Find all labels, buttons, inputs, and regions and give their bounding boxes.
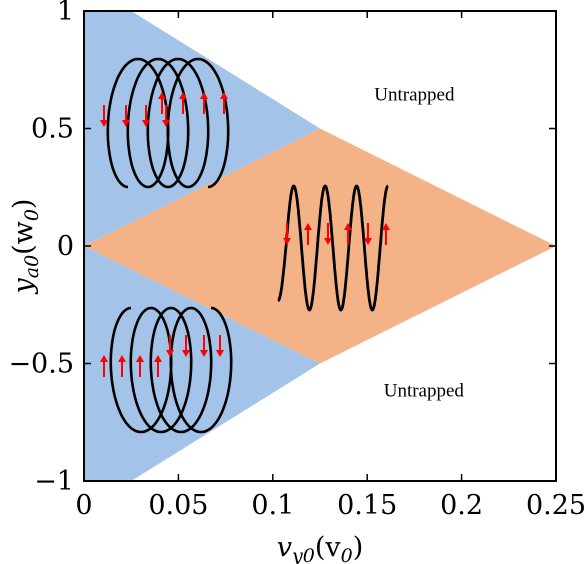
x-tick-label: 0.1 xyxy=(251,490,294,521)
y-tick-label: 0.5 xyxy=(31,114,74,145)
oscillating-trajectory xyxy=(277,184,389,312)
y-tick-label: −1 xyxy=(34,466,74,497)
y-axis-label: ya0(w0) xyxy=(8,199,43,295)
trajectory-arrow xyxy=(136,355,144,377)
trajectory-arrow xyxy=(324,223,332,245)
trajectory-arrow xyxy=(100,355,108,377)
trajectory-inset-lower xyxy=(100,306,233,434)
trajectory-arrow xyxy=(166,335,174,357)
annotation-untrapped-upper: Untrapped xyxy=(374,84,455,105)
trajectory-arrow xyxy=(122,105,130,127)
trajectory-arrow xyxy=(382,223,390,245)
region-lower-blue xyxy=(84,246,320,481)
y-tick-label: 0 xyxy=(57,231,74,262)
trajectory-arrow xyxy=(304,223,312,245)
annotation-untrapped-lower: Untrapped xyxy=(384,380,465,401)
region-layer xyxy=(84,11,556,481)
trajectory-inset-middle xyxy=(277,184,390,312)
trajectory-arrow xyxy=(344,223,352,245)
trajectory-arrow xyxy=(216,335,224,357)
trajectory-inset-upper xyxy=(100,57,230,189)
trajectory-arrow xyxy=(162,105,170,127)
x-tick-label: 0 xyxy=(75,490,92,521)
helical-trajectory xyxy=(109,306,233,434)
tick-layer: 0 0.05 0.1 0.15 0.2 0.25 1 0.5 0 −0.5 −1 xyxy=(8,0,586,521)
trajectory-arrow xyxy=(220,92,228,114)
trajectory-arrow xyxy=(283,223,291,245)
x-axis-label: vy0(v0) xyxy=(277,532,364,564)
trajectory-arrow xyxy=(200,335,208,357)
trajectory-arrow xyxy=(364,223,372,245)
y-tick-label: 1 xyxy=(57,0,74,27)
trajectory-arrow xyxy=(154,355,162,377)
x-tick-label: 0.25 xyxy=(526,490,586,521)
x-tick-label: 0.15 xyxy=(337,490,397,521)
trajectory-arrow xyxy=(158,92,166,114)
trajectory-arrow xyxy=(118,355,126,377)
trajectory-arrow xyxy=(200,92,208,114)
trajectory-arrow xyxy=(179,92,187,114)
y-tick-label: −0.5 xyxy=(8,349,74,380)
trajectory-arrow xyxy=(182,335,190,357)
x-tick-label: 0.2 xyxy=(440,490,483,521)
region-middle-orange xyxy=(84,128,556,364)
trajectory-arrow xyxy=(142,105,150,127)
trajectory-arrow xyxy=(100,105,108,127)
x-tick-label: 0.05 xyxy=(148,490,208,521)
helical-trajectory xyxy=(106,57,230,189)
